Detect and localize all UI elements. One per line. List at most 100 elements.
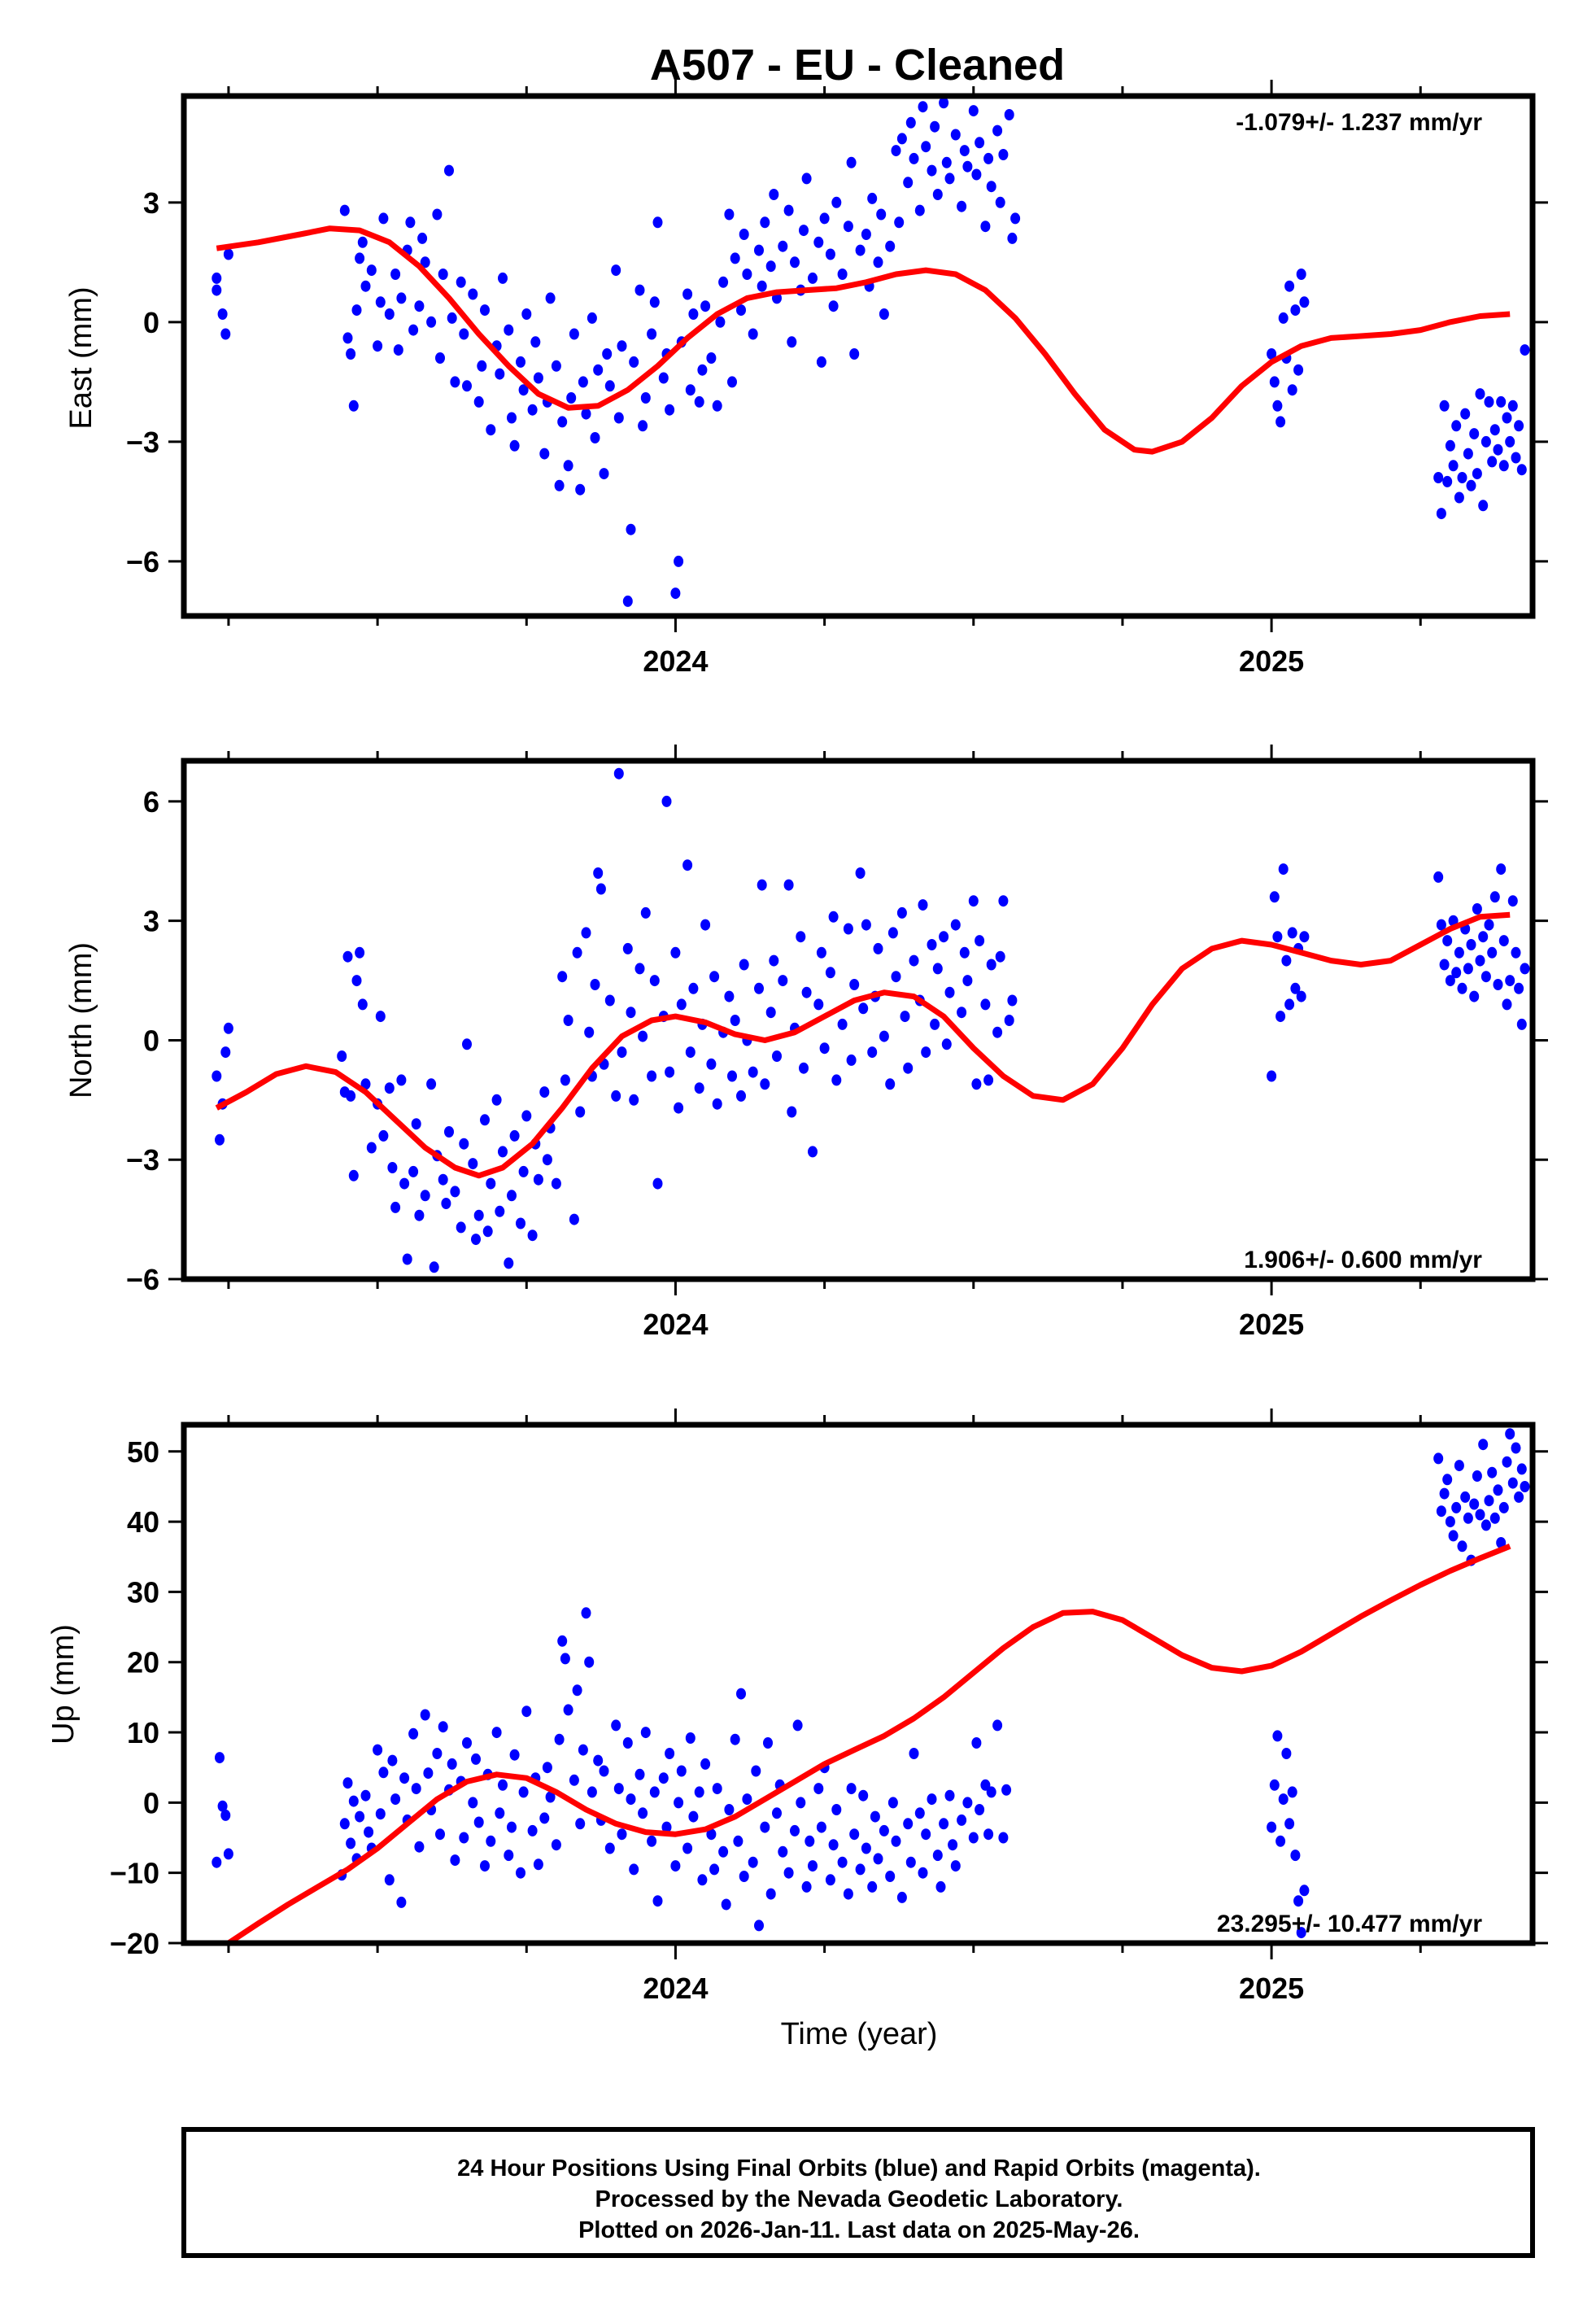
up-y-tick-label: 10 <box>127 1716 159 1749</box>
up-data-point <box>861 1842 871 1854</box>
north-data-point <box>998 895 1009 907</box>
east-data-point <box>760 216 770 229</box>
east-data-point <box>1442 475 1453 487</box>
up-data-point <box>1489 1512 1500 1524</box>
east-data-point <box>456 276 466 288</box>
north-data-point <box>1445 975 1455 987</box>
east-data-point <box>715 316 726 328</box>
north-data-point <box>634 963 645 975</box>
east-data-point <box>1496 395 1507 408</box>
up-data-point <box>932 1850 943 1862</box>
north-data-point <box>816 946 826 959</box>
up-data-point <box>622 1737 633 1749</box>
north-data-point <box>563 1015 573 1026</box>
east-data-point <box>801 173 812 185</box>
footer-line-3: Plotted on 2026-Jan-11. Last data on 202… <box>578 2217 1140 2243</box>
up-data-point <box>593 1754 604 1767</box>
east-data-point <box>504 324 514 336</box>
east-panel: 3 0 −3 −6 2024 2025 East (mm) -1.079+/- 1.237… <box>64 80 1548 678</box>
north-data-point <box>390 1201 401 1213</box>
up-data-point <box>399 1772 410 1784</box>
north-data-point <box>629 1094 639 1106</box>
north-data-point <box>855 867 866 879</box>
north-data-point <box>873 942 883 954</box>
north-data-point <box>1463 963 1473 975</box>
up-data-point <box>1478 1439 1489 1451</box>
east-data-point <box>432 208 443 221</box>
north-data-point <box>887 927 898 939</box>
north-data-point <box>468 1158 478 1170</box>
up-data-point <box>828 1839 839 1851</box>
east-data-point <box>903 177 914 189</box>
north-data-point <box>459 1138 469 1150</box>
north-data-point <box>527 1229 538 1242</box>
north-data-point <box>647 1070 657 1082</box>
north-x-tick-label: 2024 <box>643 1308 708 1341</box>
up-data-point <box>495 1807 505 1819</box>
north-data-point <box>1439 959 1450 971</box>
up-data-point <box>733 1835 743 1847</box>
north-data-point <box>1484 919 1494 931</box>
east-marks: 3 0 −3 −6 2024 2025 <box>126 80 1548 678</box>
up-data-point <box>975 1804 985 1815</box>
east-data-point <box>420 256 430 269</box>
footer-line-2: Processed by the Nevada Geodetic Laborat… <box>595 2186 1123 2212</box>
north-data-point <box>975 935 985 947</box>
north-data-point <box>220 1046 231 1059</box>
up-data-point <box>986 1786 996 1798</box>
up-data-point <box>1436 1505 1446 1518</box>
north-data-point <box>482 1225 493 1238</box>
up-data-point <box>1484 1495 1494 1507</box>
up-data-point <box>831 1804 842 1815</box>
east-data-point <box>1498 460 1509 472</box>
east-data-point <box>1010 212 1021 225</box>
up-plot-area <box>211 1428 1530 1943</box>
north-data-point <box>572 946 582 959</box>
up-data-point <box>629 1863 639 1876</box>
east-data-point <box>799 225 809 237</box>
north-data-point <box>992 1026 1003 1038</box>
north-data-point <box>930 1018 940 1030</box>
up-data-point <box>1487 1466 1498 1478</box>
up-data-point <box>783 1867 794 1879</box>
north-data-point <box>778 975 788 987</box>
east-data-point <box>348 400 359 412</box>
east-data-point <box>1290 304 1301 317</box>
north-data-point <box>438 1173 448 1186</box>
north-data-point <box>950 919 961 931</box>
up-data-point <box>1480 1519 1491 1531</box>
up-data-point <box>1445 1516 1455 1528</box>
north-data-point <box>593 867 604 879</box>
up-data-point <box>1278 1793 1289 1806</box>
north-data-point <box>685 1046 696 1059</box>
north-data-point <box>375 1011 386 1023</box>
up-data-point <box>751 1765 761 1777</box>
north-data-point <box>399 1177 410 1190</box>
north-data-point <box>896 906 907 919</box>
north-data-point <box>983 1074 994 1086</box>
north-frame <box>181 758 1536 1282</box>
north-y-tick-label: 6 <box>143 785 159 819</box>
north-data-point <box>408 1165 419 1177</box>
east-data-point <box>891 145 901 157</box>
east-data-point <box>360 280 371 292</box>
east-data-point <box>697 364 708 376</box>
north-data-point <box>1269 891 1280 903</box>
north-data-point <box>1507 895 1518 907</box>
up-data-point <box>805 1835 815 1847</box>
north-data-point <box>670 946 681 959</box>
up-data-point <box>516 1867 525 1879</box>
up-data-point <box>825 1874 835 1886</box>
east-data-point <box>587 312 597 324</box>
north-data-point <box>674 1102 684 1114</box>
north-data-point <box>843 923 853 935</box>
north-data-point <box>542 1154 552 1166</box>
east-data-point <box>652 216 663 229</box>
north-data-point <box>796 931 806 943</box>
up-data-point <box>778 1845 788 1858</box>
east-model-line <box>216 225 1511 455</box>
up-data-point <box>459 1832 469 1844</box>
up-data-point <box>384 1874 395 1886</box>
east-data-point <box>1293 364 1304 376</box>
north-data-point <box>1516 1018 1527 1030</box>
